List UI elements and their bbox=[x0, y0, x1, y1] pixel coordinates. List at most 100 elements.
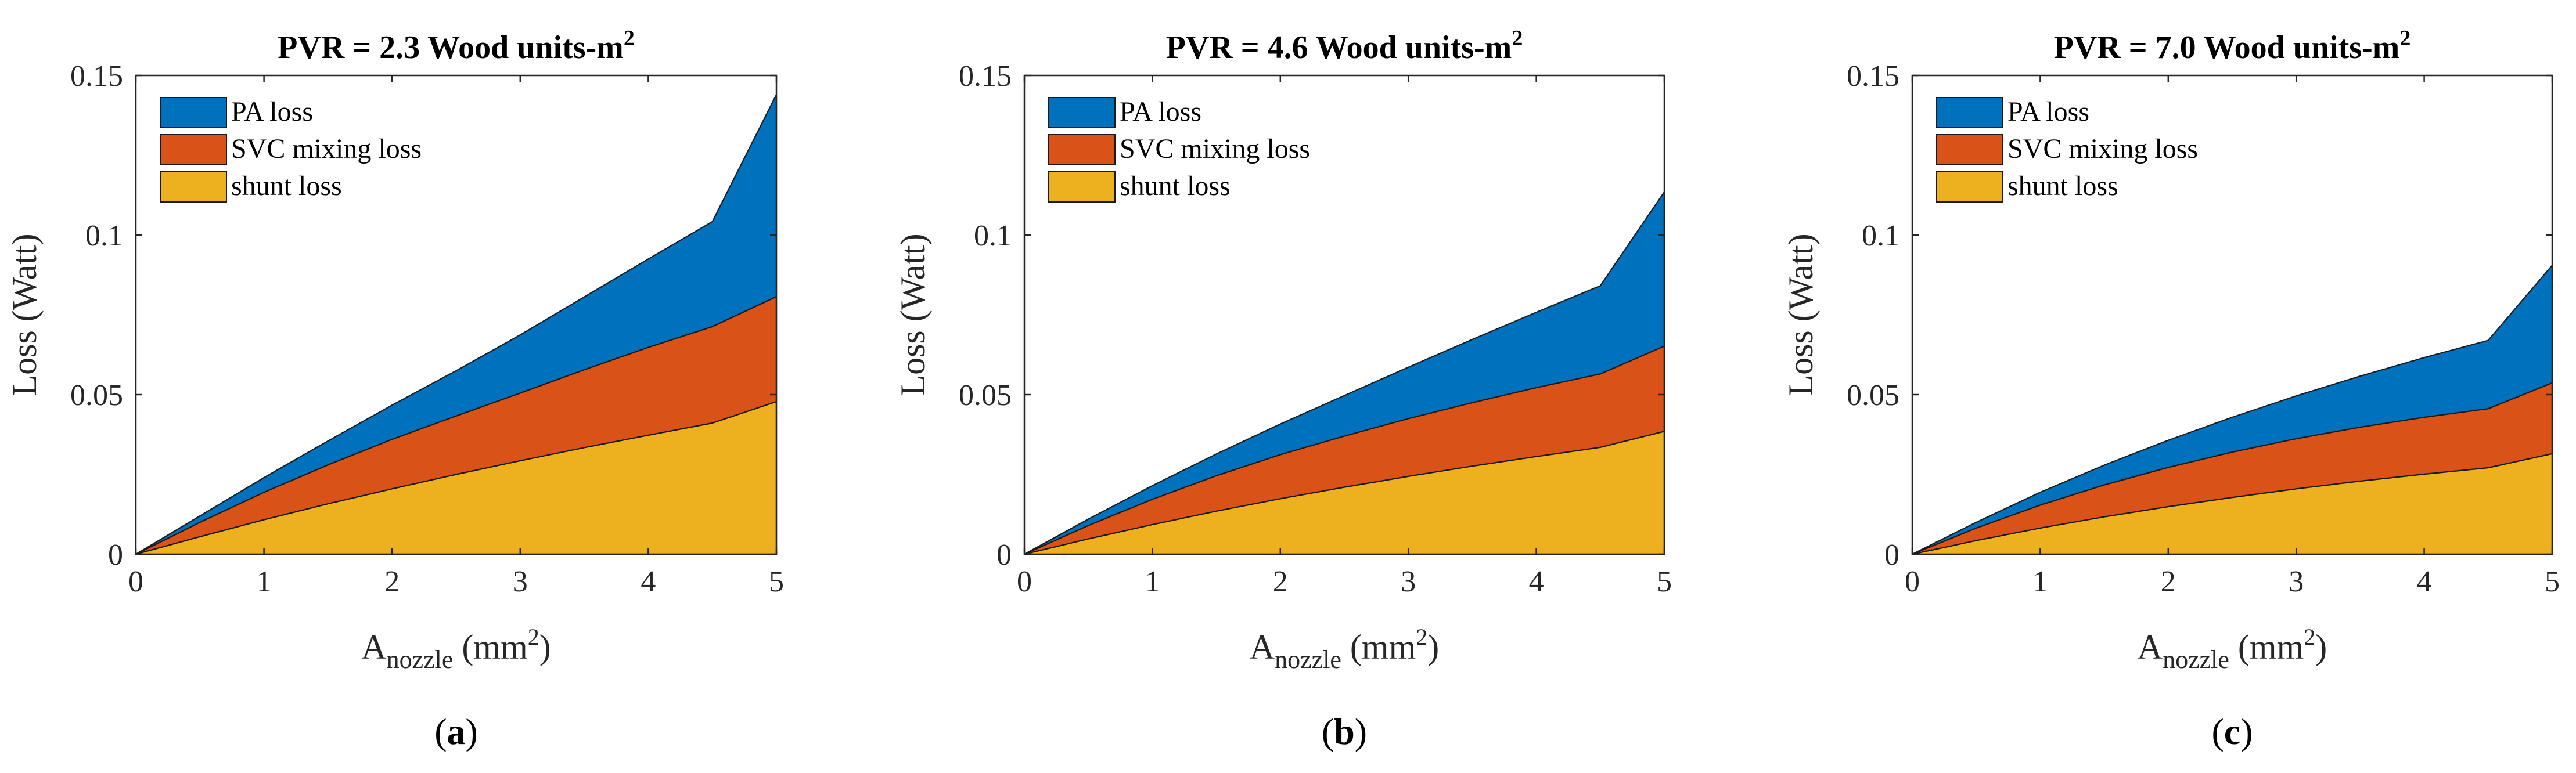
x-axis-label-unit: (mm bbox=[2229, 628, 2304, 666]
x-axis-label-base: A bbox=[2138, 628, 2163, 666]
y-tick-label: 0.05 bbox=[70, 379, 123, 412]
x-axis-label: Anozzle (mm2) bbox=[2138, 624, 2327, 674]
x-tick-label: 5 bbox=[769, 565, 784, 598]
chart-title-text: PVR = 2.3 Wood units-m bbox=[278, 30, 624, 66]
y-tick-label: 0.1 bbox=[974, 219, 1012, 252]
x-tick-label: 4 bbox=[641, 565, 656, 598]
caption-close: ) bbox=[466, 711, 478, 752]
legend-label: shunt loss bbox=[2007, 171, 2118, 201]
legend-label: PA loss bbox=[231, 96, 313, 127]
chart-title-text: PVR = 7.0 Wood units-m bbox=[2054, 30, 2400, 66]
chart-title: PVR = 2.3 Wood units-m2 bbox=[278, 26, 635, 66]
legend-swatch-svc-mixing-loss bbox=[160, 134, 227, 165]
axes-box bbox=[1911, 74, 2553, 555]
caption-open: ( bbox=[2211, 711, 2224, 752]
chart-title-superscript: 2 bbox=[624, 26, 635, 50]
legend-swatch-svc-mixing-loss bbox=[1048, 134, 1116, 165]
y-tick-label: 0 bbox=[1884, 539, 1899, 572]
legend: PA loss SVC mixing loss shunt loss bbox=[160, 96, 422, 203]
chart-title-superscript: 2 bbox=[2399, 26, 2410, 50]
caption-open: ( bbox=[1322, 711, 1334, 752]
y-tick-label: 0.15 bbox=[70, 60, 123, 93]
x-tick-label: 3 bbox=[513, 565, 528, 598]
x-axis-label: Anozzle (mm2) bbox=[361, 624, 551, 674]
x-axis-label-close: ) bbox=[1427, 628, 1439, 666]
legend-swatch-shunt-loss bbox=[1936, 171, 2003, 203]
y-tick-label: 0.05 bbox=[1847, 379, 1899, 412]
x-axis-label-subscript: nozzle bbox=[387, 645, 454, 674]
y-tick-label: 0.1 bbox=[1862, 219, 1899, 252]
chart-title-superscript: 2 bbox=[1512, 26, 1523, 50]
chart-title-text: PVR = 4.6 Wood units-m bbox=[1166, 30, 1512, 66]
legend-label: SVC mixing loss bbox=[231, 133, 422, 164]
legend-swatch-pa-loss bbox=[1048, 97, 1116, 128]
legend-label: SVC mixing loss bbox=[1120, 133, 1310, 164]
x-axis-label: Anozzle (mm2) bbox=[1250, 624, 1439, 674]
legend-swatch-svc-mixing-loss bbox=[1936, 134, 2003, 165]
x-tick-label: 1 bbox=[2032, 565, 2048, 598]
y-tick-label: 0.15 bbox=[959, 60, 1012, 93]
x-tick-label: 0 bbox=[128, 565, 143, 598]
legend-label: PA loss bbox=[2007, 96, 2089, 127]
legend-label: PA loss bbox=[1120, 96, 1201, 127]
caption-close: ) bbox=[2240, 711, 2253, 752]
y-axis-label: Loss (Watt) bbox=[5, 233, 44, 396]
legend-swatch-shunt-loss bbox=[160, 171, 227, 203]
caption-letter: b bbox=[1334, 711, 1355, 752]
caption-open: ( bbox=[434, 711, 447, 752]
chart-title: PVR = 7.0 Wood units-m2 bbox=[2054, 26, 2411, 66]
x-axis-label-subscript: nozzle bbox=[1275, 645, 1341, 674]
x-tick-label: 3 bbox=[1401, 565, 1416, 598]
legend: PA loss SVC mixing loss shunt loss bbox=[1048, 96, 1310, 203]
legend-swatch-shunt-loss bbox=[1048, 171, 1116, 203]
legend-label: SVC mixing loss bbox=[2007, 133, 2198, 164]
x-tick-label: 0 bbox=[1905, 565, 1920, 598]
x-tick-label: 1 bbox=[257, 565, 272, 598]
caption-letter: c bbox=[2224, 711, 2240, 752]
x-axis-label-unit: (mm bbox=[453, 628, 527, 666]
legend-swatch-pa-loss bbox=[160, 97, 227, 128]
x-axis-label-superscript: 2 bbox=[1416, 624, 1427, 650]
caption-close: ) bbox=[1355, 711, 1367, 752]
x-tick-label: 5 bbox=[2545, 565, 2560, 598]
legend: PA loss SVC mixing loss shunt loss bbox=[1936, 96, 2198, 203]
panel-caption: (a) bbox=[434, 711, 478, 752]
axes-box bbox=[1023, 74, 1665, 555]
x-tick-label: 5 bbox=[1657, 565, 1672, 598]
x-tick-label: 2 bbox=[384, 565, 400, 598]
y-tick-label: 0 bbox=[108, 539, 123, 572]
axes-box bbox=[135, 74, 778, 555]
x-axis-label-unit: (mm bbox=[1341, 628, 1416, 666]
legend-swatch-pa-loss bbox=[1936, 97, 2003, 128]
x-axis-label-superscript: 2 bbox=[2304, 624, 2315, 650]
caption-letter: a bbox=[447, 711, 466, 752]
x-tick-label: 4 bbox=[1529, 565, 1544, 598]
y-tick-label: 0.05 bbox=[959, 379, 1012, 412]
panel-caption: (b) bbox=[1322, 711, 1367, 752]
x-axis-label-subscript: nozzle bbox=[2163, 645, 2229, 674]
y-axis-label: Loss (Watt) bbox=[894, 233, 932, 396]
y-axis-label: Loss (Watt) bbox=[1782, 233, 1820, 396]
y-tick-label: 0.15 bbox=[1847, 60, 1899, 93]
x-axis-label-base: A bbox=[361, 628, 386, 666]
y-tick-label: 0.1 bbox=[85, 219, 123, 252]
x-axis-label-superscript: 2 bbox=[528, 624, 539, 650]
x-tick-label: 0 bbox=[1017, 565, 1032, 598]
legend-label: shunt loss bbox=[1120, 171, 1231, 201]
x-tick-label: 4 bbox=[2417, 565, 2432, 598]
chart-title: PVR = 4.6 Wood units-m2 bbox=[1166, 26, 1523, 66]
legend-label: shunt loss bbox=[231, 171, 342, 201]
x-tick-label: 2 bbox=[1273, 565, 1288, 598]
y-tick-label: 0 bbox=[996, 539, 1012, 572]
x-tick-label: 1 bbox=[1145, 565, 1160, 598]
x-tick-label: 2 bbox=[2161, 565, 2176, 598]
panel-caption: (c) bbox=[2211, 711, 2253, 752]
x-tick-label: 3 bbox=[2289, 565, 2304, 598]
x-axis-label-close: ) bbox=[539, 628, 551, 666]
x-axis-label-close: ) bbox=[2315, 628, 2327, 666]
x-axis-label-base: A bbox=[1250, 628, 1275, 666]
